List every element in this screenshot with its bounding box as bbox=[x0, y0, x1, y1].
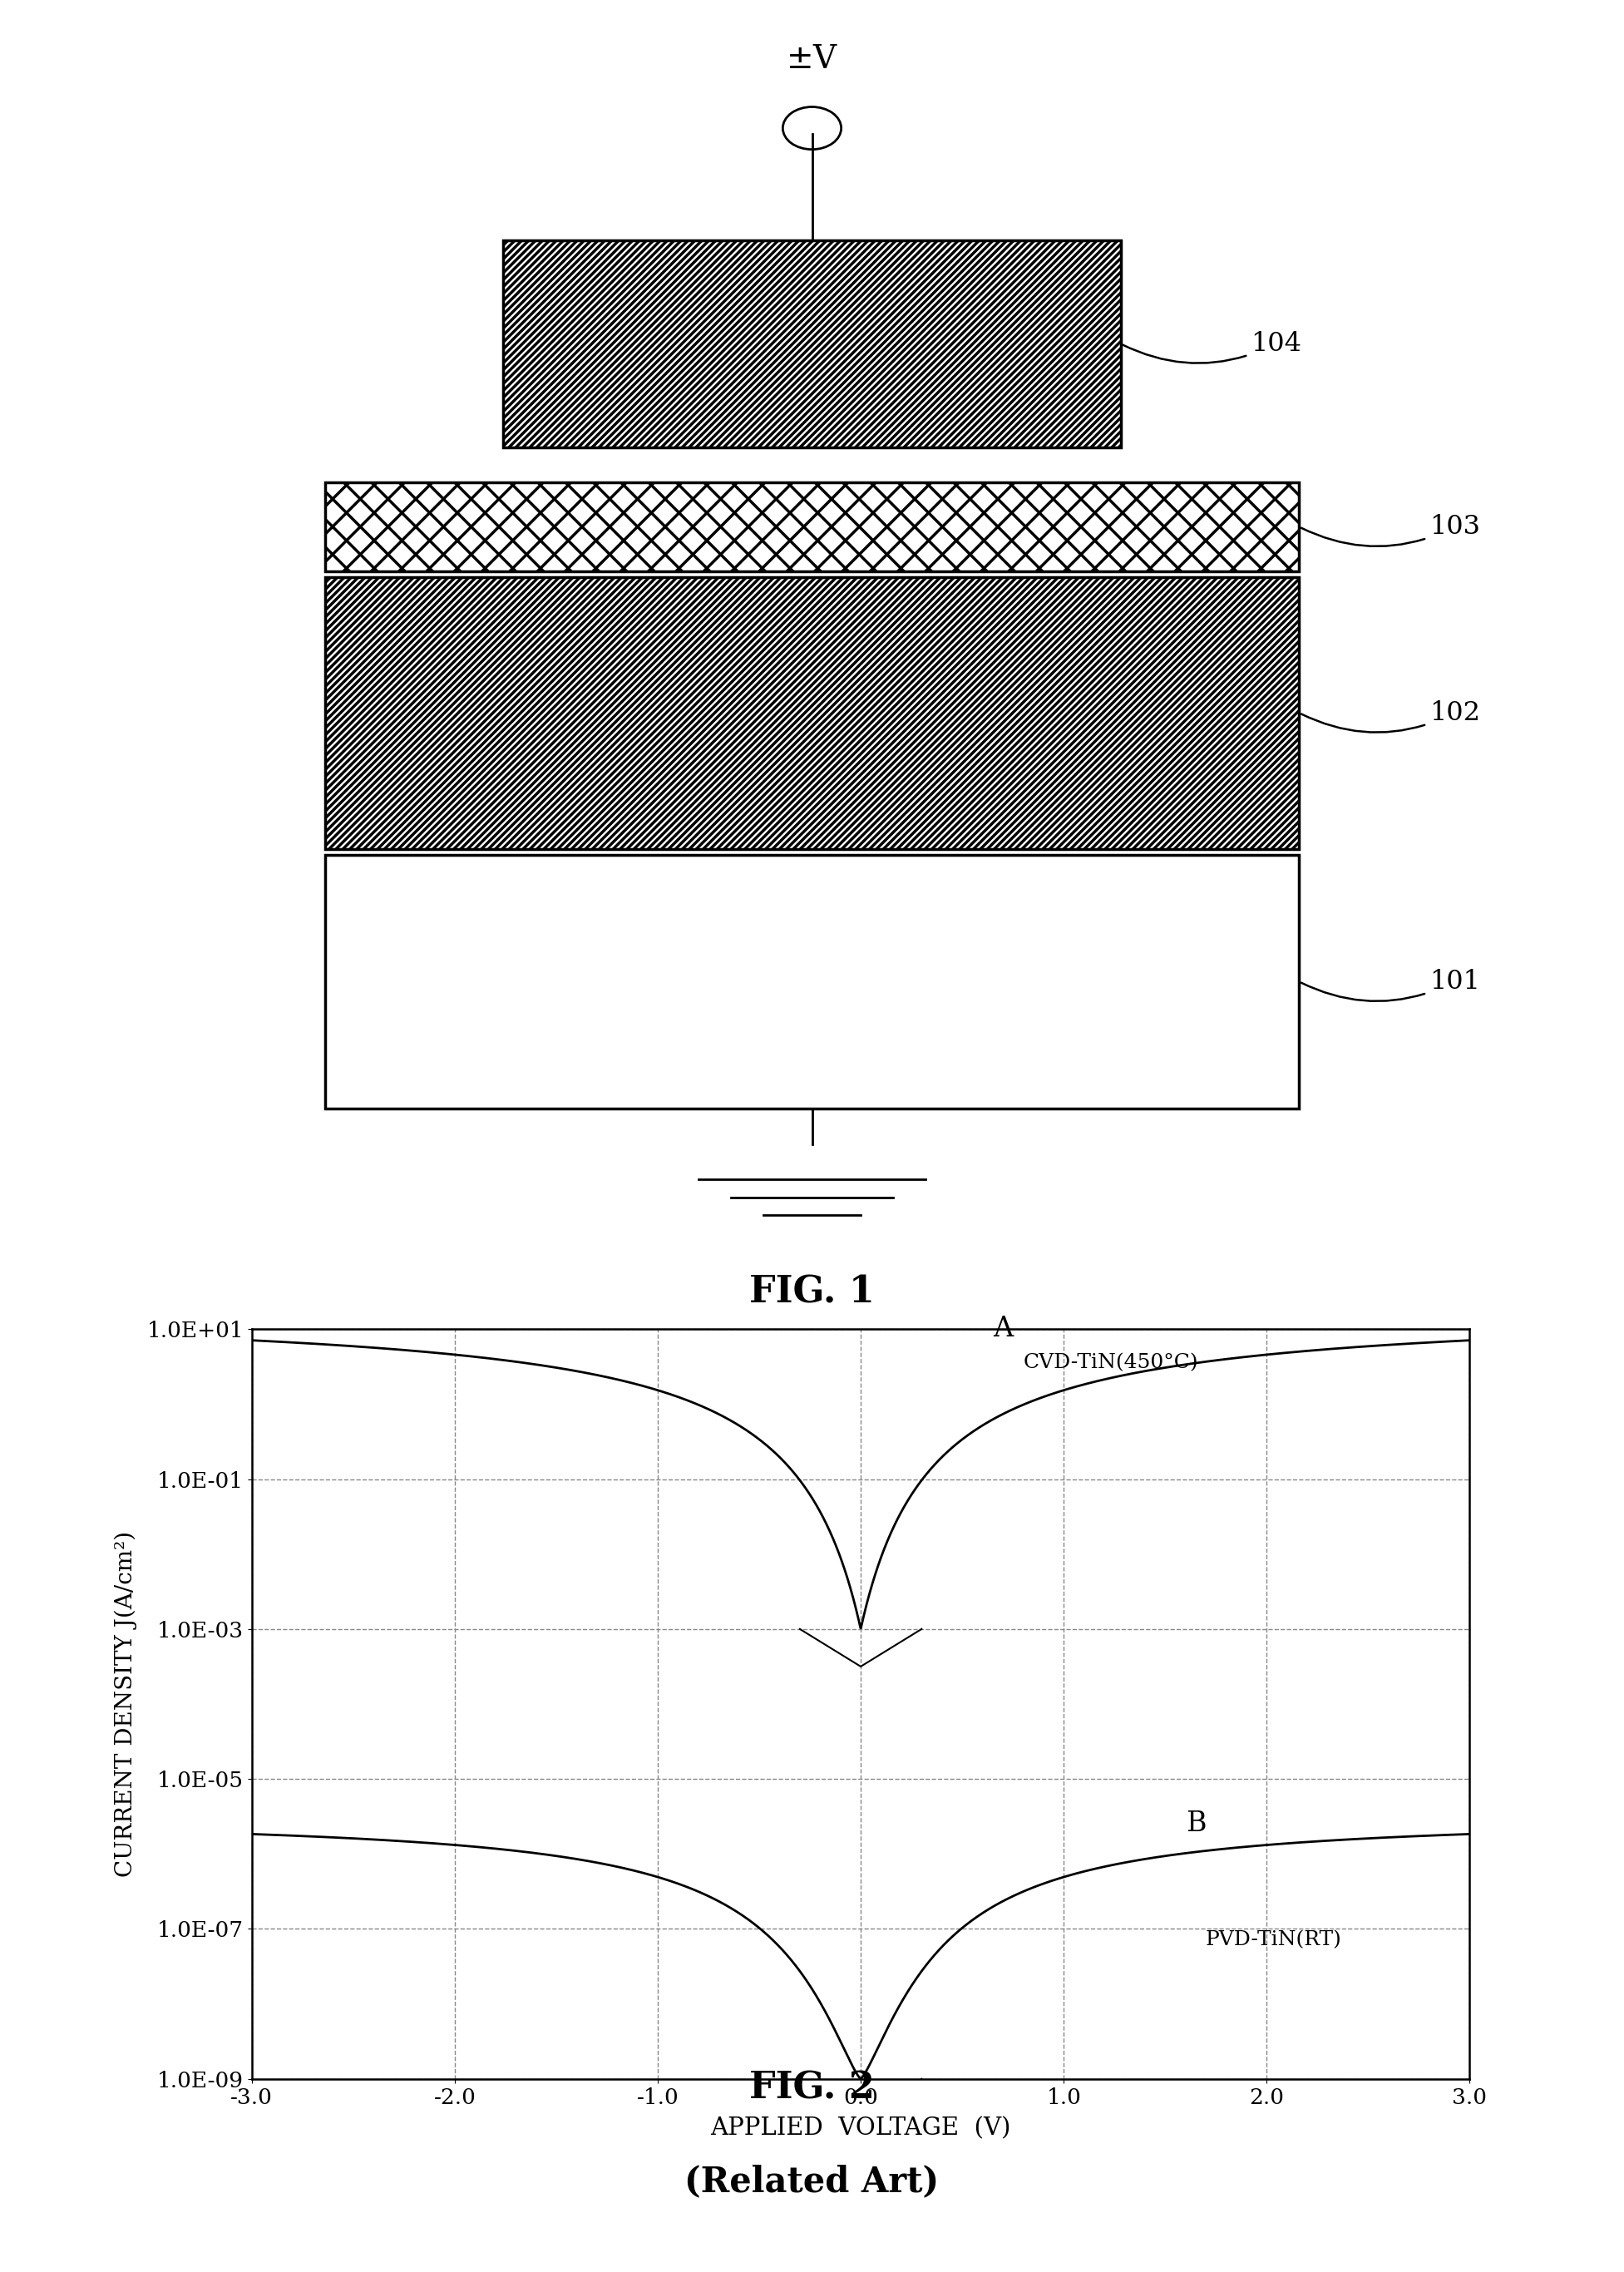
Bar bbox=[325, 482, 1299, 570]
Text: FIG. 1: FIG. 1 bbox=[749, 1275, 875, 1311]
Text: $\pm$V: $\pm$V bbox=[786, 43, 838, 75]
Bar bbox=[325, 854, 1299, 1109]
Text: (Related Art): (Related Art) bbox=[685, 2165, 939, 2199]
Text: FIG. 2: FIG. 2 bbox=[749, 2070, 875, 2106]
Bar bbox=[325, 482, 1299, 570]
Text: 104: 104 bbox=[1122, 332, 1301, 364]
Bar bbox=[503, 241, 1121, 448]
Text: CVD-TiN(450°C): CVD-TiN(450°C) bbox=[1023, 1354, 1199, 1372]
X-axis label: APPLIED  VOLTAGE  (V): APPLIED VOLTAGE (V) bbox=[710, 2118, 1012, 2140]
Text: 102: 102 bbox=[1301, 700, 1479, 732]
Text: A: A bbox=[992, 1315, 1013, 1343]
Text: B: B bbox=[1186, 1811, 1207, 1838]
Bar bbox=[325, 577, 1299, 850]
Y-axis label: CURRENT DENSITY J(A/cm²): CURRENT DENSITY J(A/cm²) bbox=[115, 1531, 138, 1877]
Text: 101: 101 bbox=[1301, 968, 1479, 1002]
Text: 103: 103 bbox=[1301, 513, 1479, 545]
Text: (Related Art): (Related Art) bbox=[685, 1363, 939, 1397]
Text: PVD-TiN(RT): PVD-TiN(RT) bbox=[1205, 1931, 1341, 1949]
